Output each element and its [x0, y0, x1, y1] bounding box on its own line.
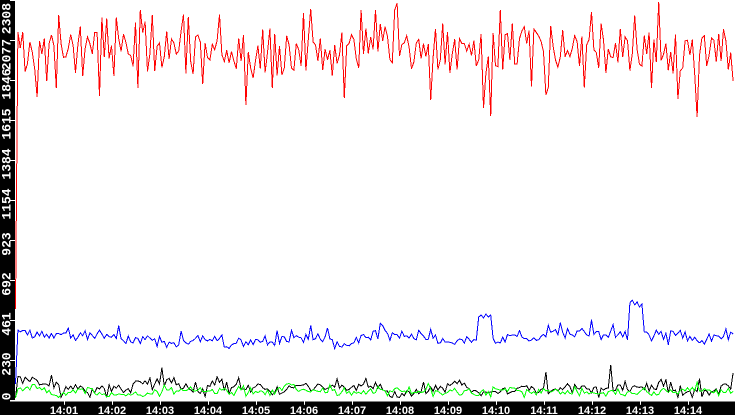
svg-text:14:14: 14:14 — [674, 405, 703, 415]
svg-text:1615: 1615 — [0, 108, 15, 139]
svg-text:692: 692 — [0, 272, 15, 296]
svg-text:923: 923 — [0, 232, 15, 256]
svg-text:2077: 2077 — [0, 39, 15, 70]
svg-text:14:11: 14:11 — [530, 405, 558, 415]
svg-text:1846: 1846 — [0, 68, 15, 99]
svg-text:14:01: 14:01 — [50, 405, 78, 415]
svg-text:2308: 2308 — [0, 3, 15, 34]
svg-text:461: 461 — [0, 312, 15, 336]
svg-text:14:06: 14:06 — [290, 405, 318, 415]
svg-text:14:09: 14:09 — [434, 405, 462, 415]
svg-text:14:05: 14:05 — [242, 405, 270, 415]
svg-text:14:12: 14:12 — [578, 405, 606, 415]
svg-text:14:13: 14:13 — [626, 405, 654, 415]
svg-text:0: 0 — [0, 392, 15, 400]
svg-text:14:03: 14:03 — [146, 405, 174, 415]
svg-text:230: 230 — [0, 352, 15, 376]
svg-text:14:07: 14:07 — [338, 405, 366, 415]
svg-text:1154: 1154 — [0, 188, 15, 219]
svg-text:1384: 1384 — [0, 148, 15, 179]
svg-text:14:08: 14:08 — [386, 405, 414, 415]
svg-text:14:04: 14:04 — [194, 405, 223, 415]
svg-text:14:02: 14:02 — [98, 405, 126, 415]
svg-text:14:10: 14:10 — [482, 405, 510, 415]
